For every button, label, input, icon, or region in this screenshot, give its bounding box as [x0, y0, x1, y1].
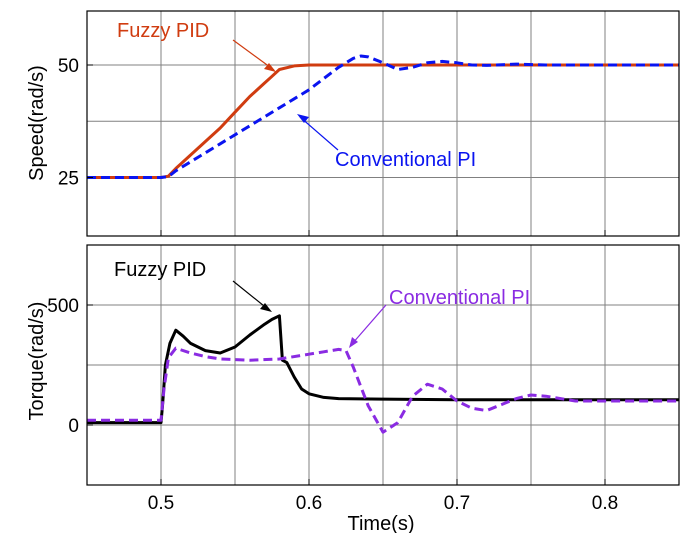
- torque-panel: 0 500 0.5 0.6 0.7 0.8: [47, 244, 680, 514]
- torque-fuzzy-pid-arrow: [232, 280, 270, 311]
- torque-conventional-pi-annotation: Conventional PI: [389, 287, 530, 309]
- xtick-label: 0.5: [148, 493, 174, 514]
- torque-frame: [86, 244, 680, 486]
- speed-fuzzy-pid-arrowhead: [264, 63, 276, 72]
- torque-series-fuzzy-pid: [87, 314, 679, 425]
- xtick-label: 0.7: [444, 493, 470, 514]
- speed-conventional-pi-arrowhead: [297, 114, 309, 123]
- torque-ytick-label: 0: [68, 416, 79, 437]
- speed-series-fuzzy-pid: [87, 63, 679, 179]
- speed-fuzzy-pid-arrow: [232, 39, 275, 71]
- torque-series-conventional-pi: [87, 346, 679, 434]
- speed-frame: [86, 10, 680, 237]
- speed-series-conventional-pi: [87, 54, 679, 179]
- speed-fuzzy-pid-annotation: Fuzzy PID: [117, 20, 209, 42]
- speed-conventional-pi-annotation: Conventional PI: [335, 149, 476, 171]
- torque-ylabel: Torque(rad/s): [26, 302, 48, 421]
- torque-conventional-pi-arrow: [351, 304, 387, 345]
- xtick-label: 0.6: [296, 493, 322, 514]
- speed-conventional-pi-arrow: [299, 116, 339, 151]
- torque-conventional-pi-arrowhead: [349, 337, 358, 348]
- torque-fuzzy-pid-annotation: Fuzzy PID: [114, 259, 206, 281]
- xtick-label: 0.8: [592, 493, 618, 514]
- torque-ytick-label: 500: [47, 296, 79, 317]
- speed-panel: 25 50: [58, 10, 680, 237]
- speed-ylabel: Speed(rad/s): [26, 65, 48, 181]
- xlabel: Time(s): [347, 513, 414, 533]
- torque-fuzzy-pid-arrowhead: [260, 303, 272, 312]
- speed-ytick-label: 25: [58, 169, 79, 190]
- speed-ytick-label: 50: [58, 56, 79, 77]
